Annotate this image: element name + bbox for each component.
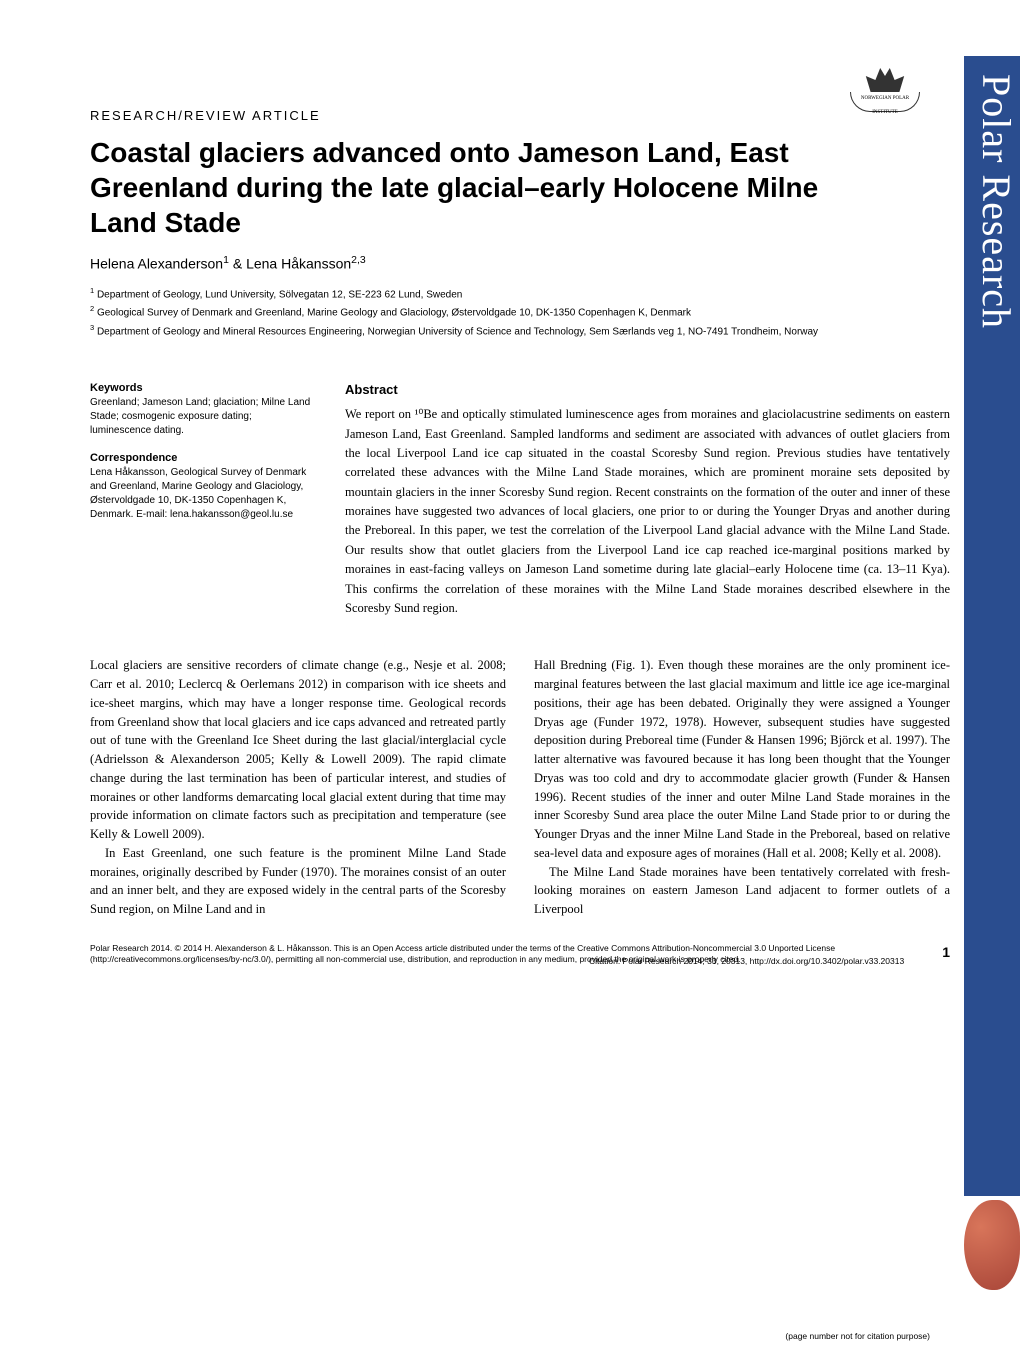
logo-ring-text: NORWEGIAN POLAR INSTITUTE [850, 92, 920, 112]
article-type-label: RESEARCH/REVIEW ARTICLE [90, 108, 950, 123]
correspondence-heading: Correspondence [90, 452, 315, 464]
author-list: Helena Alexanderson1 & Lena Håkansson2,3 [90, 254, 950, 272]
affiliation: 3 Department of Geology and Mineral Reso… [90, 323, 950, 340]
meta-abstract-row: Keywords Greenland; Jameson Land; glacia… [90, 382, 950, 618]
page-footer: Polar Research 2014. © 2014 H. Alexander… [90, 943, 950, 967]
keywords-text: Greenland; Jameson Land; glaciation; Mil… [90, 396, 315, 438]
abstract-heading: Abstract [345, 382, 950, 397]
page-number-note: (page number not for citation purpose) [785, 1331, 930, 1341]
body-paragraph: Local glaciers are sensitive recorders o… [90, 656, 506, 844]
correspondence-text: Lena Håkansson, Geological Survey of Den… [90, 466, 315, 522]
page-number: 1 [942, 943, 950, 962]
meta-column: Keywords Greenland; Jameson Land; glacia… [90, 382, 315, 618]
body-text-columns: Local glaciers are sensitive recorders o… [90, 656, 950, 919]
citation-line: Citation: Polar Research 2014, 33, 20313… [589, 956, 904, 966]
body-column-right: Hall Bredning (Fig. 1). Even though thes… [534, 656, 950, 919]
crown-icon [861, 52, 909, 92]
article-title: Coastal glaciers advanced onto Jameson L… [90, 135, 950, 240]
body-paragraph: Hall Bredning (Fig. 1). Even though thes… [534, 656, 950, 862]
sidebar-globe-decoration [964, 1200, 1020, 1290]
body-column-left: Local glaciers are sensitive recorders o… [90, 656, 506, 919]
abstract-column: Abstract We report on ¹⁰Be and optically… [345, 382, 950, 618]
affiliation: 1 Department of Geology, Lund University… [90, 286, 950, 303]
keywords-heading: Keywords [90, 382, 315, 394]
affiliation: 2 Geological Survey of Denmark and Green… [90, 304, 950, 321]
publisher-logo: NORWEGIAN POLAR INSTITUTE [840, 52, 930, 112]
body-paragraph: In East Greenland, one such feature is t… [90, 844, 506, 919]
affiliations-block: 1 Department of Geology, Lund University… [90, 286, 950, 340]
body-paragraph: The Milne Land Stade moraines have been … [534, 863, 950, 919]
page-container: NORWEGIAN POLAR INSTITUTE RESEARCH/REVIE… [0, 0, 1020, 1007]
abstract-text: We report on ¹⁰Be and optically stimulat… [345, 405, 950, 618]
